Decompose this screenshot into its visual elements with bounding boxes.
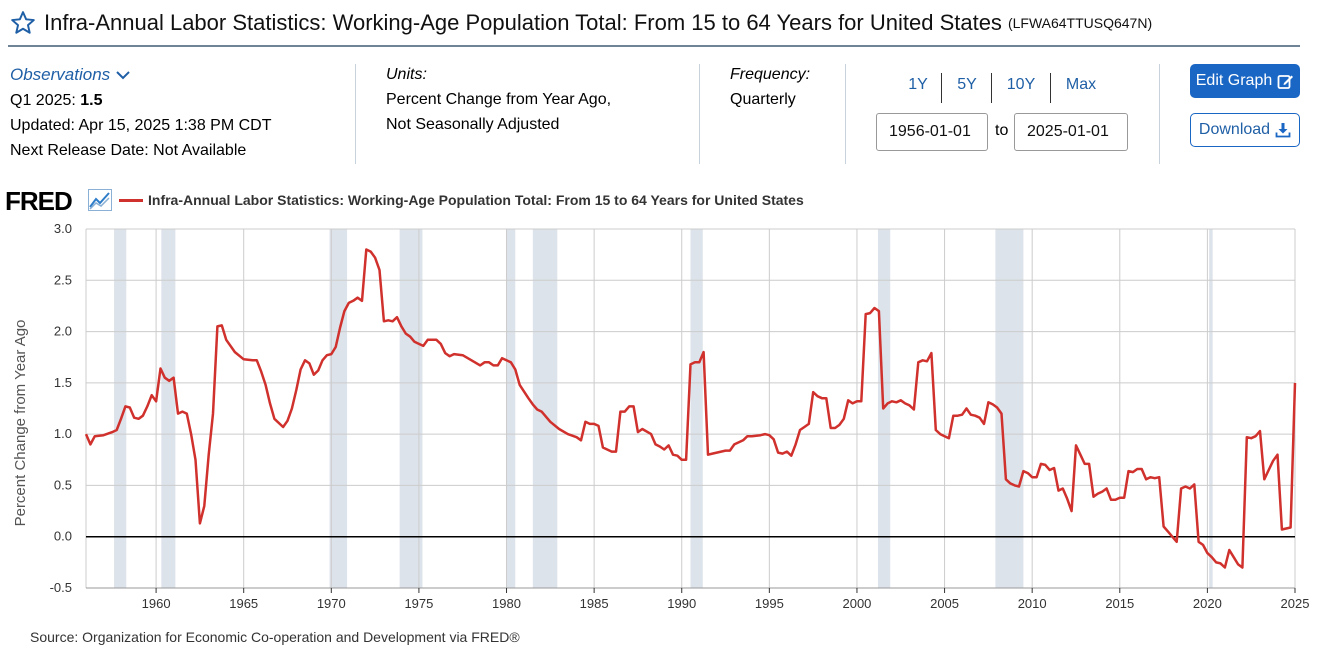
units-label: Units: bbox=[386, 66, 427, 83]
divider bbox=[941, 73, 942, 103]
x-tick-label: 1960 bbox=[142, 596, 171, 611]
y-tick-label: 0.5 bbox=[54, 477, 72, 492]
range-1y-button[interactable]: 1Y bbox=[908, 76, 928, 93]
frequency-label: Frequency: bbox=[730, 66, 811, 83]
frequency-value: Quarterly bbox=[730, 91, 796, 108]
x-tick-label: 2015 bbox=[1105, 596, 1134, 611]
start-date-input[interactable] bbox=[876, 113, 988, 151]
updated-text: Updated: Apr 15, 2025 1:38 PM CDT bbox=[10, 117, 272, 134]
download-label: Download bbox=[1198, 121, 1271, 138]
range-10y-button[interactable]: 10Y bbox=[1006, 76, 1036, 93]
divider bbox=[1050, 73, 1051, 103]
edit-graph-button[interactable]: Edit Graph bbox=[1190, 64, 1300, 98]
divider bbox=[1159, 64, 1160, 164]
recession-band bbox=[114, 229, 127, 588]
divider bbox=[991, 73, 992, 103]
x-tick-label: 1995 bbox=[755, 596, 784, 611]
x-tick-label: 1985 bbox=[580, 596, 609, 611]
x-tick-label: 1975 bbox=[404, 596, 433, 611]
units-line-2: Not Seasonally Adjusted bbox=[386, 116, 560, 133]
latest-period: Q1 2025: bbox=[10, 92, 76, 109]
source-text: Source: Organization for Economic Co-ope… bbox=[30, 629, 520, 645]
divider bbox=[845, 64, 846, 164]
recession-band bbox=[399, 229, 423, 588]
series-line bbox=[84, 248, 1297, 569]
divider bbox=[355, 64, 356, 164]
range-5y-button[interactable]: 5Y bbox=[957, 76, 977, 93]
observations-label: Observations bbox=[10, 65, 111, 84]
y-tick-label: 1.0 bbox=[54, 426, 72, 441]
observations-panel: Observations Q1 2025: 1.5 Updated: Apr 1… bbox=[10, 62, 271, 163]
y-tick-label: 2.5 bbox=[54, 272, 72, 287]
x-tick-label: 2000 bbox=[842, 596, 871, 611]
edit-icon bbox=[1277, 74, 1294, 89]
chevron-down-icon bbox=[116, 70, 130, 79]
to-label: to bbox=[995, 122, 1009, 139]
x-tick-label: 2010 bbox=[1018, 596, 1047, 611]
observations-dropdown[interactable]: Observations bbox=[10, 62, 130, 87]
download-button[interactable]: Download bbox=[1190, 113, 1300, 147]
y-tick-label: -0.5 bbox=[50, 580, 72, 595]
units-panel: Units: Percent Change from Year Ago, Not… bbox=[386, 62, 611, 137]
download-icon bbox=[1275, 123, 1291, 138]
recession-band bbox=[995, 229, 1024, 588]
frequency-panel: Frequency: Quarterly bbox=[730, 62, 810, 112]
recession-band bbox=[690, 229, 703, 588]
x-tick-label: 1990 bbox=[667, 596, 696, 611]
units-line-1: Percent Change from Year Ago, bbox=[386, 91, 612, 108]
legend-swatch bbox=[119, 199, 143, 202]
y-tick-label: 2.0 bbox=[54, 324, 72, 339]
y-axis-label: Percent Change from Year Ago bbox=[12, 320, 29, 527]
end-date-input[interactable] bbox=[1014, 113, 1128, 151]
x-tick-label: 1965 bbox=[229, 596, 258, 611]
divider bbox=[699, 64, 700, 164]
series-id: (LFWA64TTUSQ647N) bbox=[1007, 15, 1153, 31]
recession-band bbox=[329, 229, 348, 588]
star-outline-icon[interactable] bbox=[10, 10, 36, 36]
recession-band bbox=[1209, 229, 1213, 588]
x-tick-label: 2005 bbox=[930, 596, 959, 611]
x-tick-label: 1970 bbox=[317, 596, 346, 611]
range-max-button[interactable]: Max bbox=[1065, 76, 1097, 93]
latest-observation: Q1 2025: 1.5 bbox=[10, 88, 271, 113]
legend-label: Infra-Annual Labor Statistics: Working-A… bbox=[148, 192, 804, 208]
edit-graph-label: Edit Graph bbox=[1195, 72, 1273, 89]
title-row: Infra-Annual Labor Statistics: Working-A… bbox=[10, 8, 1300, 38]
next-release-text: Next Release Date: Not Available bbox=[10, 142, 247, 159]
line-chart-icon bbox=[88, 189, 112, 211]
y-tick-label: 0.0 bbox=[54, 529, 72, 544]
x-tick-label: 2025 bbox=[1281, 596, 1310, 611]
y-tick-label: 3.0 bbox=[54, 221, 72, 236]
title-divider bbox=[8, 45, 1300, 47]
page-title: Infra-Annual Labor Statistics: Working-A… bbox=[44, 10, 1002, 35]
fred-logo: FRED bbox=[5, 186, 73, 216]
latest-value: 1.5 bbox=[80, 92, 103, 109]
recession-band bbox=[161, 229, 176, 588]
x-tick-label: 1980 bbox=[492, 596, 521, 611]
line-chart: 3.0 2.5 2.0 1.5 1.0 0.5 0.0 -0.5 1960 1965 1970 19… bbox=[12, 221, 1310, 611]
y-tick-label: 1.5 bbox=[54, 375, 72, 390]
recession-band bbox=[506, 229, 516, 588]
x-tick-label: 2020 bbox=[1193, 596, 1222, 611]
